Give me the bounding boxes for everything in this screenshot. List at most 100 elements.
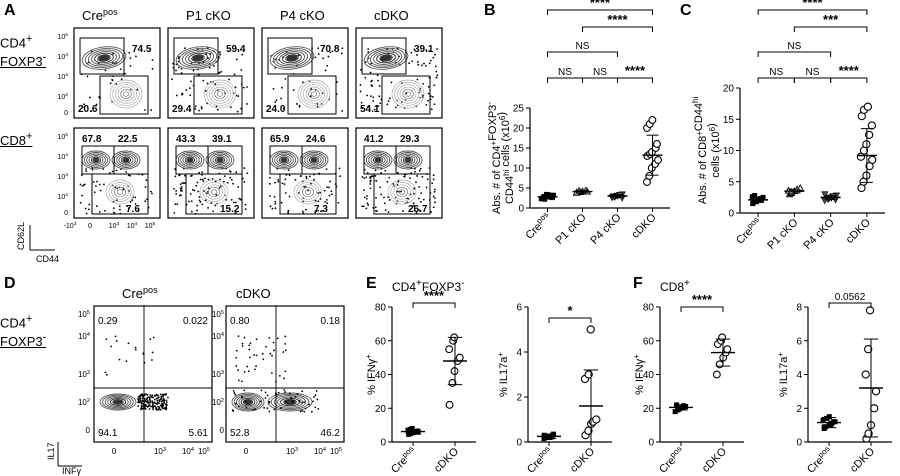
point-E2-1-6 (584, 370, 593, 379)
xtick-label-C-0: Crepos (733, 215, 765, 247)
flow-plot-d-0: 0.29 0.022 94.1 5.61 (93, 305, 213, 443)
panel-a-col-title-1: P1 cKO (186, 8, 231, 23)
sig-label-B-2: NS (576, 41, 590, 52)
ytick-label-F2-2: 4 (796, 370, 802, 381)
point-F2-0-8 (828, 422, 834, 428)
point-C-3-4 (868, 155, 877, 165)
panel-d-col-title-1: cDKO (236, 286, 271, 301)
gate-value-a-row1-bottom-2: 24.0 (266, 104, 286, 115)
ytick-label-F2-3: 6 (796, 336, 802, 347)
panel-a-ytick-0-0: 105 (57, 32, 68, 41)
ytick-label-C-4: 20 (723, 84, 735, 95)
gate-value-a-row2-bottom-1: 15.2 (220, 204, 240, 215)
sig-label-C-5: **** (839, 63, 860, 78)
sig-bracket-F1-0 (680, 306, 724, 312)
panel-d-xtick2-3: 105 (330, 447, 342, 456)
point-F2-0-6 (824, 415, 830, 421)
gate-value-a-row1-bottom-1: 29.4 (172, 104, 192, 115)
sig-label-C-0: **** (802, 0, 823, 10)
gate-a-row1-top-0 (79, 37, 125, 75)
panel-a-col-title-2: P4 cKO (280, 8, 325, 23)
flow-plot-a-row1-0 (73, 27, 161, 119)
gate-a-row2-bottom-0 (91, 173, 149, 215)
quadrant-tr-0: 0.022 (183, 316, 208, 327)
ytick-label-E1-0: 0 (380, 438, 386, 449)
point-F1-0-0 (672, 409, 678, 415)
panel-a-y-axis-label: CD62L (16, 222, 26, 250)
xtick-label-B-2: P4 cKO (588, 211, 624, 247)
sig-bracket-F2-0 (828, 302, 872, 308)
ytick-label-E1-1: 20 (375, 404, 387, 415)
ytick-label-C-2: 10 (723, 146, 735, 157)
dotplot-F2: 0 2 4 6 8 Crepos cDKO 0.0562 % IL17a+ (776, 292, 892, 476)
xtick-label-B-0: Crepos (522, 210, 554, 242)
ytick-label-B-4: 20 (513, 124, 525, 135)
sig-label-C-4: NS (806, 67, 820, 78)
panel-a-x-axis-label: CD44 (36, 254, 59, 264)
ylabel-F2-0: % IL17a+ (776, 352, 790, 397)
sig-bracket-C-2 (757, 51, 832, 57)
xtick-label-F2-0: Crepos (804, 444, 836, 476)
gate-a-row1-top-3 (361, 37, 407, 75)
ytick-label-E2-2: 4 (516, 348, 522, 359)
point-B-3-12 (648, 116, 657, 124)
gate-value-a-row2-tr-2: 24.6 (306, 134, 326, 145)
gate-a-row1-bottom-0 (99, 75, 149, 115)
panel-a-xtick-1: 0 (88, 223, 92, 230)
gate-a-row2-bottom-2 (279, 173, 337, 215)
gate-value-a-row2-bottom-0: 7.6 (126, 204, 140, 215)
sig-bracket-C-1 (793, 26, 868, 32)
point-E1-1-5 (445, 345, 454, 354)
gate-a-row2-bottom-1 (185, 173, 243, 215)
gate-a-row2-bottom-3 (373, 173, 431, 215)
panel-a-col-title-0: Crepos (82, 7, 118, 23)
gate-value-a-row2-tl-0: 67.8 (82, 134, 102, 145)
sig-label-C-2: NS (787, 41, 801, 52)
point-F2-0-10 (821, 424, 827, 430)
panel-a-xtick-2: 103 (109, 221, 120, 230)
panel-a-ytick-1-2: 103 (57, 172, 68, 181)
gate-value-a-row2-tl-3: 41.2 (364, 134, 384, 145)
quadrant-tl-1: 0.80 (230, 316, 250, 327)
panel-d-ytick-3: 102 (78, 398, 90, 407)
sig-bracket-C-4 (793, 77, 832, 83)
gate-value-a-row2-tl-1: 43.3 (176, 134, 196, 145)
xtick-label-E2-1: cDKO (568, 445, 598, 475)
flow-plot-d-1: 0.80 0.18 52.8 46.2 (225, 305, 345, 443)
panel-a-ytick-0-2: 103 (57, 72, 68, 81)
sig-label-B-4: NS (593, 67, 607, 78)
sig-label-E1-0: **** (424, 288, 445, 303)
ytick-label-E1-3: 60 (375, 336, 387, 347)
xtick-label-E1-1: cDKO (432, 445, 462, 475)
panel-d-xtick2-2: 104 (314, 447, 326, 456)
gate-a-row1-bottom-1 (193, 75, 243, 115)
ytick-label-B-1: 5 (518, 184, 524, 195)
quadrant-tr-1: 0.18 (321, 316, 341, 327)
quadrant-bl-0: 94.1 (98, 428, 118, 439)
sig-label-F1-0: **** (692, 292, 713, 307)
gate-value-a-row2-tl-2: 65.9 (270, 134, 290, 145)
panel-d-ytick2-2: 103 (212, 370, 224, 379)
gate-value-a-row2-bottom-3: 26.7 (408, 204, 428, 215)
point-F1-1-0 (712, 370, 721, 379)
panel-a-col-title-3: cDKO (374, 8, 409, 23)
panel-letter-a: A (4, 2, 16, 19)
xtick-label-C-2: P4 cKO (801, 216, 837, 252)
gate-a-row1-top-2 (267, 37, 313, 75)
panel-e-title: CD4+FOXP3- (392, 278, 465, 294)
panel-a-ytick-1-1: 104 (57, 152, 68, 161)
flow-plot-a-row2-3 (355, 127, 443, 219)
gate-a-row1-bottom-2 (287, 75, 337, 115)
panel-d-row-label: CD4+ FOXP3- (0, 313, 47, 349)
panel-d-ytick-0: 105 (78, 310, 90, 319)
ylabel-B-0: Abs. # of CD4+FOXP3- (485, 102, 503, 214)
xtick-label-F2-1: cDKO (848, 445, 878, 475)
point-F1-0-8 (681, 403, 687, 409)
xtick-label-C-3: cDKO (844, 216, 874, 246)
ytick-label-B-2: 10 (513, 164, 525, 175)
flow-plot-a-row2-0 (73, 127, 161, 219)
point-F1-0-6 (676, 406, 682, 412)
gate-value-a-row1-top-2: 70.8 (320, 44, 340, 55)
sig-label-C-1: *** (823, 12, 839, 27)
